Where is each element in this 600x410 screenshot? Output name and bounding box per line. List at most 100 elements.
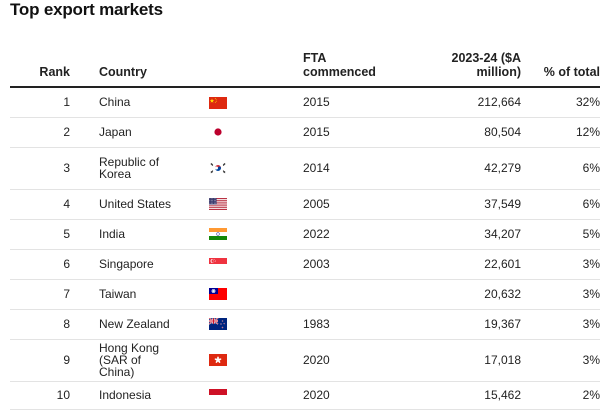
pct-cell: 3% [521, 309, 600, 340]
pct-cell: 3% [521, 279, 600, 310]
value-cell: 212,664 [413, 87, 521, 118]
flag-cell [209, 279, 303, 310]
pct-cell: 6% [521, 189, 600, 220]
flag-cell [209, 381, 303, 410]
export-markets-table: Rank Country FTA commenced 2023-24 ($A m… [10, 42, 600, 410]
rank-cell: 2 [10, 117, 70, 148]
header-fta: FTA commenced [303, 42, 413, 88]
fta-cell: 2015 [303, 87, 413, 118]
pct-cell: 3% [521, 339, 600, 382]
rank-cell: 8 [10, 309, 70, 340]
value-cell: 20,632 [413, 279, 521, 310]
fta-cell: 2020 [303, 381, 413, 410]
pct-cell: 3% [521, 249, 600, 280]
japan-flag-icon [209, 126, 227, 139]
country-cell: China [99, 87, 209, 118]
value-cell: 37,549 [413, 189, 521, 220]
header-flag [209, 42, 303, 88]
flag-cell [209, 249, 303, 280]
value-cell: 80,504 [413, 117, 521, 148]
value-cell: 22,601 [413, 249, 521, 280]
rank-cell: 1 [10, 87, 70, 118]
country-cell: Japan [99, 117, 209, 148]
fta-cell: 2020 [303, 339, 413, 382]
singapore-flag-icon [209, 258, 227, 271]
country-name: United States [99, 196, 172, 211]
header-row: Rank Country FTA commenced 2023-24 ($A m… [10, 42, 600, 88]
header-rank: Rank [10, 42, 70, 88]
country-cell: Taiwan [99, 279, 209, 310]
table-row: 7 Taiwan 20,632 3% [10, 279, 600, 310]
table-row: 4 United States 2005 37,549 6% [10, 189, 600, 220]
country-cell: United States [99, 189, 209, 220]
spacer-cell [70, 339, 99, 382]
new-zealand-flag-icon [209, 318, 227, 331]
chart-title: Top export markets [10, 0, 163, 19]
fta-cell: 2022 [303, 219, 413, 250]
header-value: 2023-24 ($A million) [413, 42, 522, 88]
south-korea-flag-icon [209, 162, 227, 175]
rank-cell: 7 [10, 279, 70, 310]
pct-cell: 32% [521, 87, 600, 118]
rank-cell: 6 [10, 249, 70, 280]
table-row: 8 New Zealand 1983 19,367 3% [10, 309, 600, 340]
value-cell: 17,018 [413, 339, 521, 382]
fta-cell: 2014 [303, 147, 413, 190]
value-cell: 15,462 [413, 381, 521, 410]
table-row: 2 Japan 2015 80,504 12% [10, 117, 600, 148]
country-name: Taiwan [99, 286, 137, 301]
spacer-cell [70, 279, 99, 310]
rank-cell: 9 [10, 339, 70, 382]
table-row: 3 Republic of Korea 2014 42,279 6% [10, 147, 600, 190]
china-flag-icon [209, 96, 227, 109]
flag-cell [209, 147, 303, 190]
indonesia-flag-icon [209, 389, 227, 402]
india-flag-icon [209, 228, 227, 241]
flag-cell [209, 117, 303, 148]
spacer-cell [70, 219, 99, 250]
country-cell: India [99, 219, 209, 250]
country-cell: Republic of Korea [99, 147, 209, 190]
spacer-cell [70, 147, 99, 190]
header-value-line1: 2023-24 ($A [451, 51, 522, 65]
flag-cell [209, 87, 303, 118]
spacer-cell [70, 249, 99, 280]
country-cell: New Zealand [99, 309, 209, 340]
rank-cell: 3 [10, 147, 70, 190]
header-fta-line2: commenced [303, 65, 376, 79]
flag-cell [209, 189, 303, 220]
fta-cell: 2005 [303, 189, 413, 220]
header-country: Country [99, 42, 209, 88]
country-name: Hong Kong (SAR of China) [99, 340, 160, 379]
pct-cell: 2% [521, 381, 600, 410]
taiwan-flag-icon [209, 288, 227, 301]
country-name: New Zealand [99, 316, 170, 331]
table-row: 1 China 2015 212,664 32% [10, 87, 600, 118]
header-pct: % of total [521, 42, 600, 88]
table-row: 5 India 2022 34,207 5% [10, 219, 600, 250]
pct-cell: 6% [521, 147, 600, 190]
united-states-flag-icon [209, 198, 227, 211]
country-name: Singapore [99, 256, 154, 271]
country-name: India [99, 226, 126, 241]
country-name: Indonesia [99, 387, 152, 402]
flag-cell [209, 339, 303, 382]
header-fta-line1: FTA [303, 51, 327, 65]
rank-cell: 5 [10, 219, 70, 250]
fta-cell [303, 279, 413, 310]
country-cell: Hong Kong (SAR of China) [99, 339, 209, 382]
table-row: 10 Indonesia 2020 15,462 2% [10, 381, 600, 410]
country-cell: Indonesia [99, 381, 209, 410]
value-cell: 19,367 [413, 309, 521, 340]
table-row: 9 Hong Kong (SAR of China) 2020 17,018 3% [10, 339, 600, 382]
pct-cell: 12% [521, 117, 600, 148]
header-spacer [70, 42, 99, 88]
spacer-cell [70, 87, 99, 118]
country-name: China [99, 94, 131, 109]
header-value-line2: million) [476, 65, 521, 79]
hong-kong-flag-icon [209, 354, 227, 367]
fta-cell: 1983 [303, 309, 413, 340]
flag-cell [209, 309, 303, 340]
table-row: 6 Singapore 2003 22,601 3% [10, 249, 600, 280]
rank-cell: 10 [10, 381, 70, 410]
